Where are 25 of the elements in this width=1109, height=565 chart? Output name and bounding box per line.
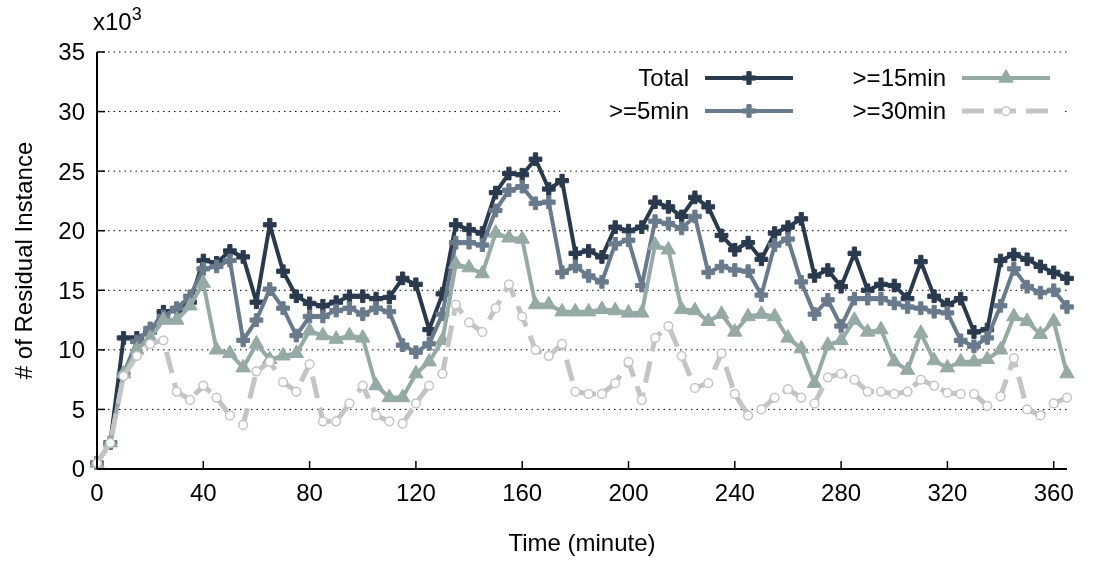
- y-tick-label: 20: [58, 217, 85, 245]
- x-tick-label: 360: [1033, 479, 1074, 506]
- x-tick-label: 80: [296, 479, 323, 506]
- y-tick-label: 0: [71, 455, 85, 483]
- x-axis-title: Time (minute): [508, 529, 656, 556]
- legend-label: Total: [638, 64, 689, 91]
- legend-label: >=15min: [852, 64, 946, 91]
- x-tick-label: 280: [821, 479, 862, 506]
- legend-label: >=30min: [852, 97, 946, 124]
- y-axis-title: # of Residual Instance: [10, 141, 37, 380]
- x-tick-label: 320: [927, 479, 968, 506]
- x-tick-label: 40: [189, 479, 217, 506]
- x-tick-label: 240: [714, 479, 755, 506]
- x-tick-label: 160: [502, 479, 543, 506]
- y-tick-label: 30: [58, 97, 85, 125]
- x-tick-label: 0: [90, 479, 104, 506]
- y-tick-label: 25: [58, 157, 85, 185]
- y-tick-label: 5: [71, 395, 85, 423]
- text: x10$^{3}$: [93, 4, 142, 35]
- x-tick-label: 120: [395, 479, 436, 506]
- x-tick-label: 200: [608, 479, 649, 506]
- y-tick-label: 15: [58, 276, 85, 304]
- y-tick-label: 10: [58, 336, 85, 364]
- y-tick-label: 35: [58, 38, 85, 66]
- legend-label: >=5min: [608, 97, 689, 124]
